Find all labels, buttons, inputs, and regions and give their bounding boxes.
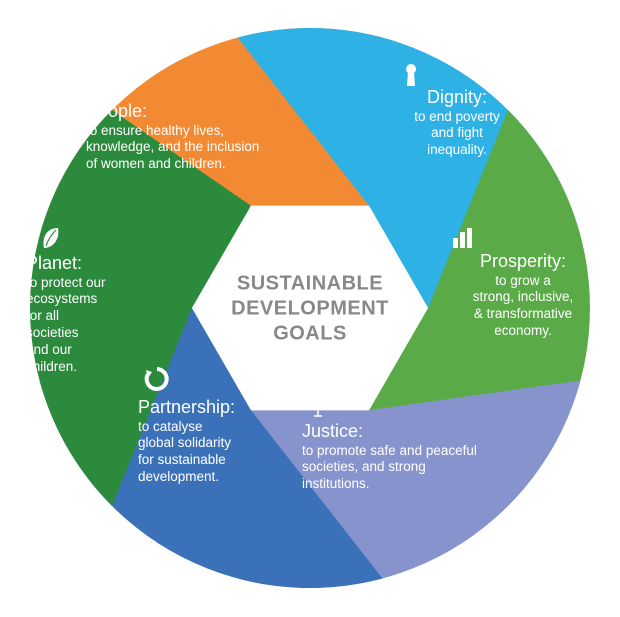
segment-title: Dignity: [372, 86, 542, 109]
center-line-1: SUSTAINABLE [237, 272, 383, 294]
segment-label-people: People: to ensure healthy lives,knowledg… [86, 100, 316, 173]
segment-desc: to grow astrong, inclusive,& transformat… [438, 273, 608, 341]
center-line-3: GOALS [273, 322, 347, 344]
segment-title: Partnership: [138, 396, 288, 419]
center-title: SUSTAINABLE DEVELOPMENT GOALS [210, 271, 410, 346]
scales-icon [306, 398, 330, 418]
cycle-icon [144, 366, 170, 392]
segment-label-dignity: Dignity: to end povertyand fightinequali… [372, 86, 542, 159]
segment-label-planet: Planet: to protect ourecosystemsfor alls… [26, 252, 156, 376]
people-icon [96, 78, 126, 98]
segment-label-prosperity: Prosperity: to grow astrong, inclusive,&… [438, 250, 608, 340]
keyhole-icon [402, 62, 420, 86]
segment-desc: to end povertyand fightinequality. [372, 109, 542, 160]
bars-icon [452, 228, 474, 248]
segment-title: People: [86, 100, 316, 123]
segment-desc: to promote safe and peacefulsocieties, a… [302, 443, 532, 494]
segment-title: Planet: [26, 252, 156, 275]
center-line-2: DEVELOPMENT [231, 297, 389, 319]
segment-label-partnership: Partnership: to catalyseglobal solidarit… [138, 396, 288, 486]
segment-label-justice: Justice: to promote safe and peacefulsoc… [302, 420, 532, 493]
sdg-aperture-diagram: { "diagram": { "type": "infographic", "l… [0, 0, 620, 617]
segment-desc: to catalyseglobal solidarityfor sustaina… [138, 419, 288, 487]
segment-desc: to ensure healthy lives,knowledge, and t… [86, 123, 316, 174]
segment-desc: to protect ourecosystemsfor allsocieties… [26, 275, 156, 376]
segment-title: Prosperity: [438, 250, 608, 273]
segment-title: Justice: [302, 420, 532, 443]
leaf-icon [40, 226, 62, 250]
